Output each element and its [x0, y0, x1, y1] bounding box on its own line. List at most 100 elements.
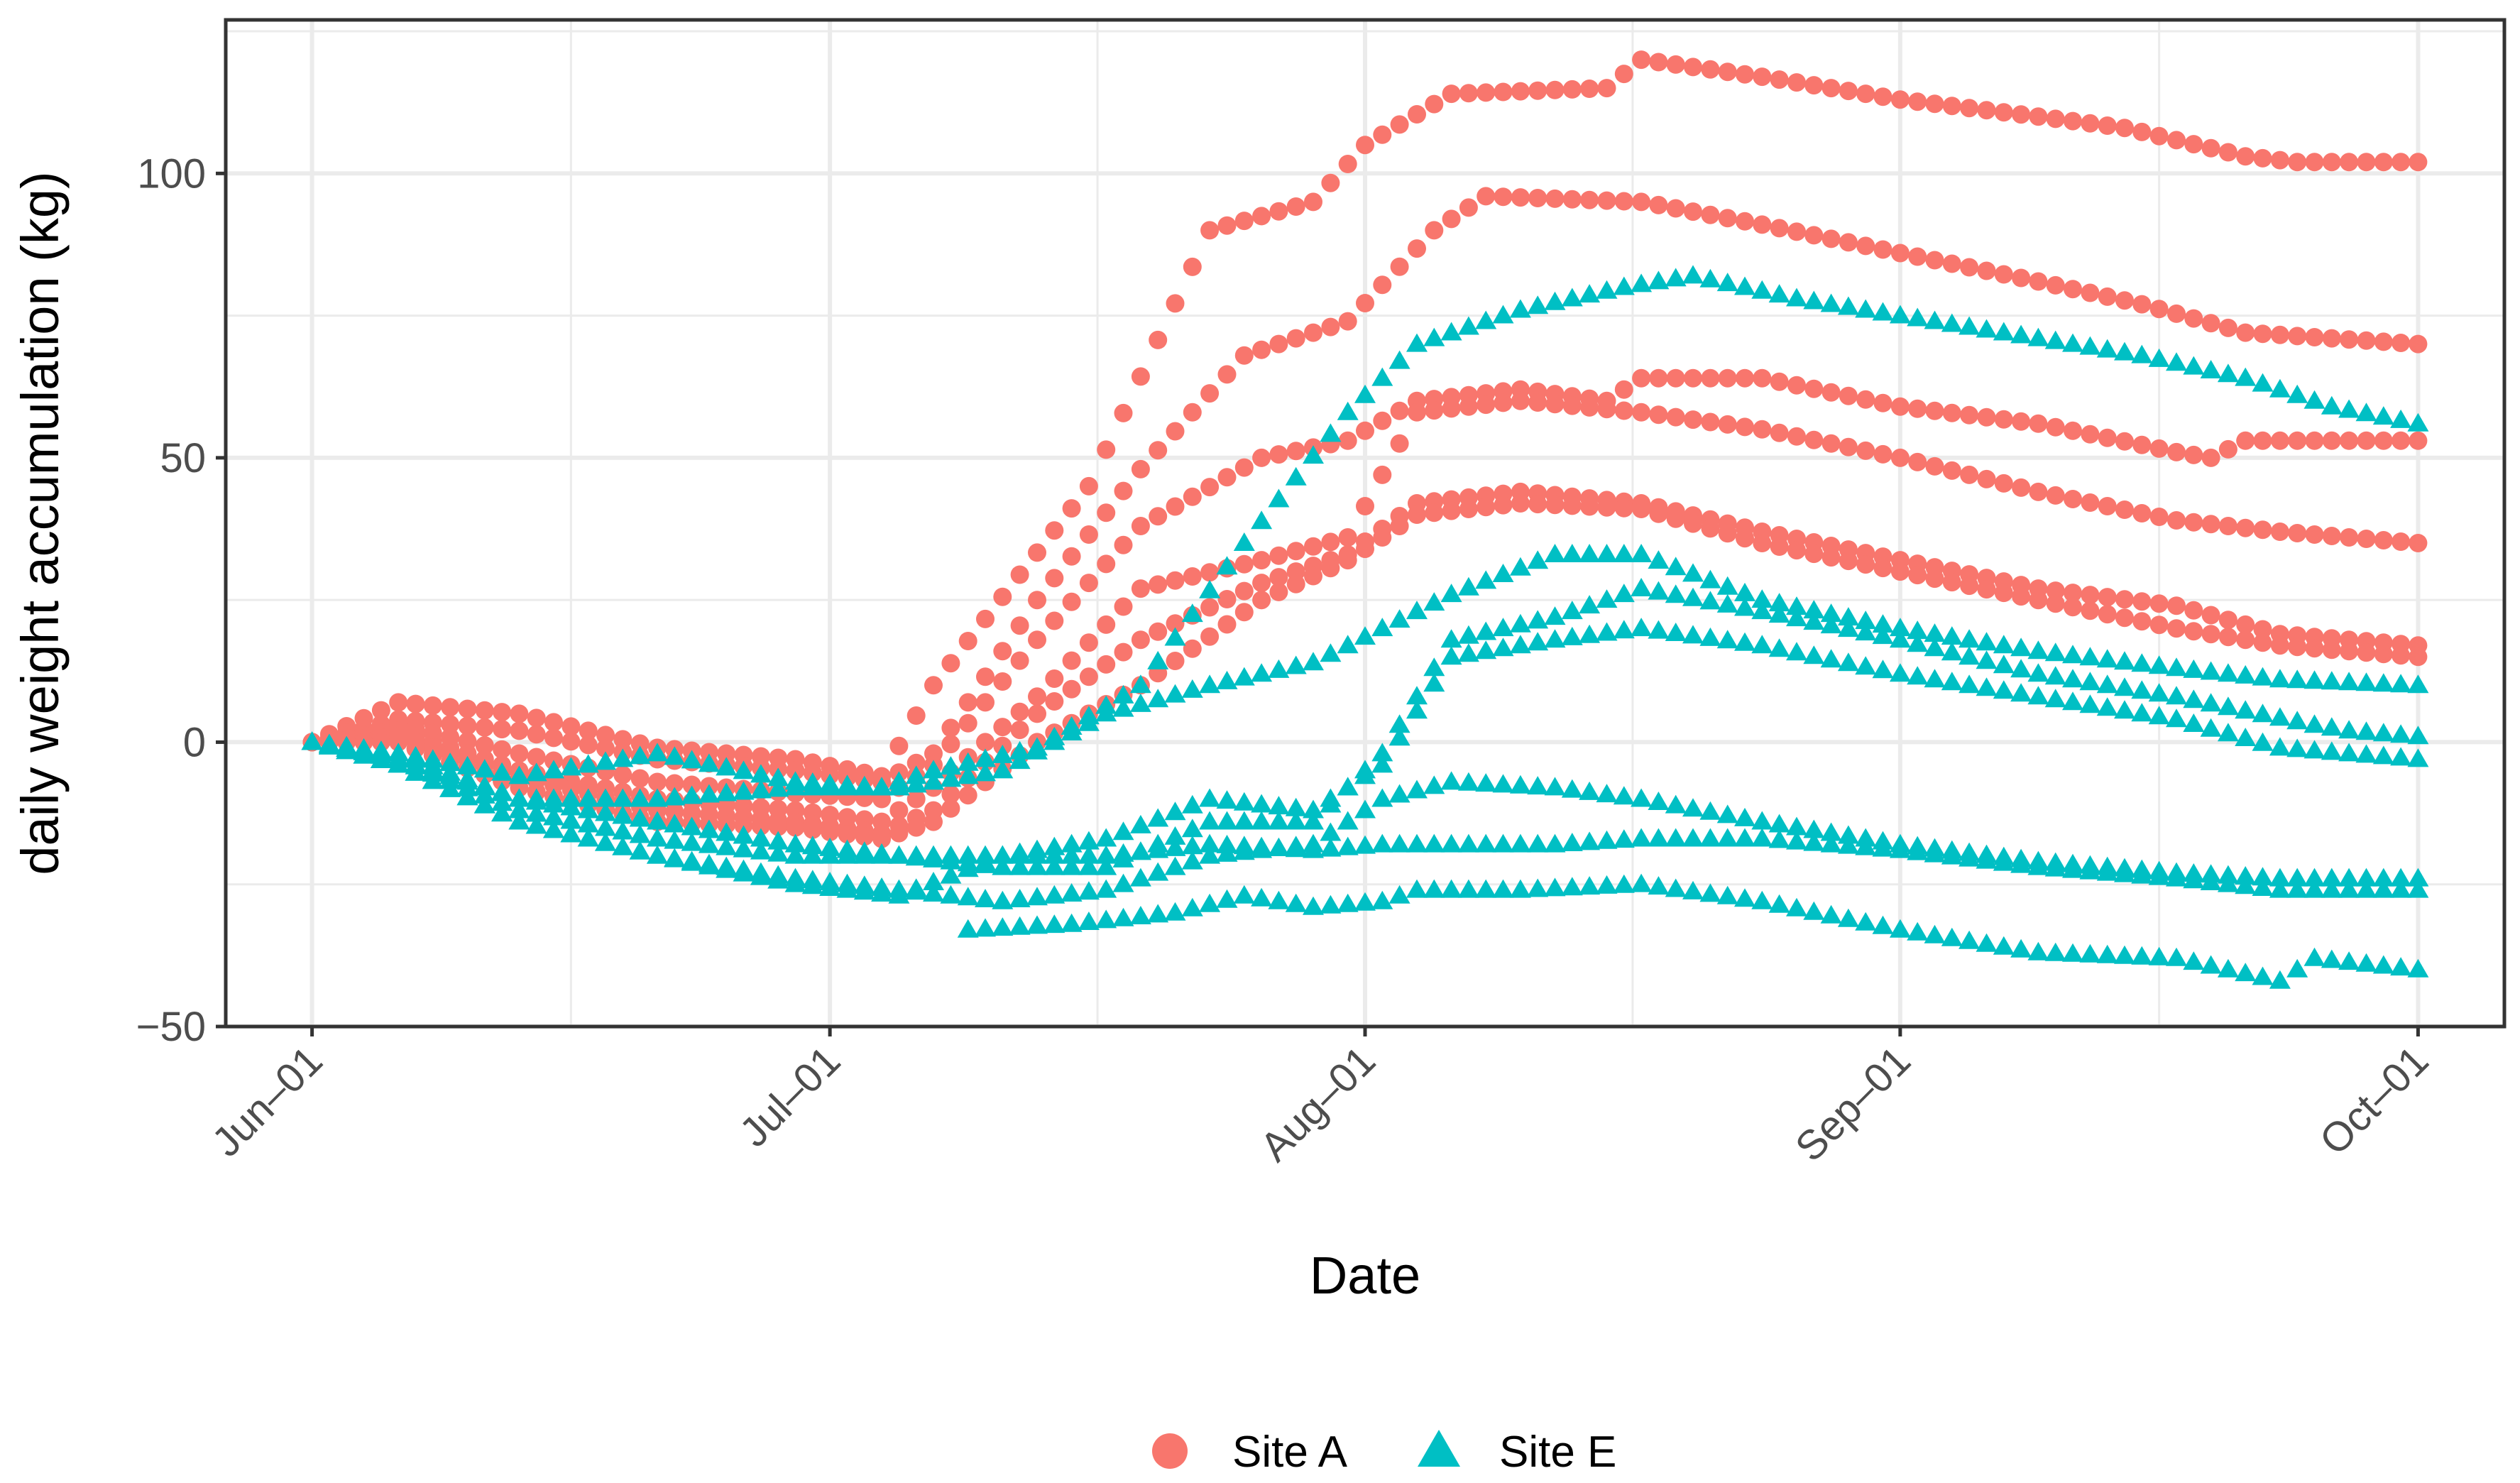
site-e-point: [1907, 666, 1929, 685]
site-e-point: [1855, 656, 1877, 675]
site-e-point: [595, 817, 616, 836]
site-e-point: [1820, 833, 1842, 853]
site-a-point: [510, 721, 529, 740]
site-e-point: [888, 777, 910, 796]
site-e-point: [1406, 879, 1428, 898]
site-a-point: [1839, 386, 1858, 405]
site-a-point: [389, 733, 408, 752]
site-a-point: [2374, 153, 2393, 172]
site-a-point: [1045, 692, 1064, 711]
site-a-point: [2201, 606, 2220, 625]
site-e-point: [1544, 629, 1566, 648]
site-a-point: [371, 701, 390, 720]
site-e-point: [1631, 828, 1653, 847]
site-a-point: [1286, 442, 1305, 461]
site-e-point: [439, 778, 461, 797]
site-e-point: [1371, 743, 1393, 762]
site-e-point: [1768, 814, 1790, 833]
site-a-point: [1477, 83, 1496, 102]
site-e-point: [2096, 339, 2118, 358]
site-a-point: [2064, 584, 2082, 603]
site-e-point: [1337, 401, 1359, 420]
site-a-point: [1200, 478, 1220, 497]
site-a-point: [1010, 565, 1029, 584]
site-e-point: [595, 802, 616, 821]
site-e-point: [1889, 919, 1911, 938]
site-a-point: [1269, 334, 1288, 354]
site-e-point: [1026, 887, 1048, 906]
site-a-point: [1079, 525, 1098, 544]
site-a-point: [1925, 94, 1944, 114]
x-tick-label: Jun–01: [203, 1037, 332, 1166]
site-e-point: [2372, 723, 2394, 742]
site-a-point: [1856, 390, 1875, 409]
site-a-point: [1511, 188, 1530, 207]
site-a-point: [2149, 594, 2169, 613]
site-e-point: [2407, 748, 2429, 767]
site-e-point: [1492, 833, 1514, 853]
site-e-point: [612, 748, 634, 767]
site-a-point: [1856, 441, 1875, 460]
site-a-point: [1701, 519, 1720, 538]
site-e-point: [1475, 310, 1497, 329]
site-e-point: [2148, 866, 2170, 885]
site-a-point: [1614, 498, 1633, 518]
site-e-point: [1164, 684, 1186, 703]
site-a-point: [1252, 551, 1271, 570]
site-a-point: [924, 676, 943, 695]
site-e-point: [1596, 589, 1618, 608]
site-e-point: [1095, 856, 1117, 875]
site-e-point: [1095, 879, 1117, 898]
site-e-point: [1924, 924, 1946, 943]
site-a-point: [1977, 407, 1996, 427]
site-a-point: [1718, 415, 1737, 434]
site-a-point: [544, 728, 563, 748]
site-a-point: [596, 739, 615, 758]
site-e-point: [664, 787, 686, 806]
site-e-point: [1579, 284, 1601, 303]
site-a-point: [2029, 591, 2048, 610]
site-e-point: [1095, 703, 1117, 722]
site-e-point: [2321, 868, 2343, 887]
site-e-point: [1768, 638, 1790, 657]
site-e-point: [733, 760, 755, 779]
site-e-point: [1786, 897, 1807, 916]
site-e-point: [2096, 674, 2118, 694]
site-a-point: [2409, 153, 2428, 172]
site-e-point: [1043, 914, 1065, 934]
site-e-point: [2131, 344, 2153, 363]
site-e-point: [1268, 659, 1290, 678]
site-e-point: [560, 757, 582, 776]
site-e-point: [2303, 879, 2325, 898]
site-e-point: [2269, 669, 2291, 688]
site-e-point: [1716, 630, 1738, 649]
site-a-point: [2167, 131, 2186, 150]
site-e-point: [2114, 700, 2135, 719]
site-a-point: [976, 609, 995, 628]
site-e-point: [1613, 584, 1635, 603]
site-a-point: [1511, 494, 1530, 513]
site-e-point: [681, 785, 703, 804]
site-e-point: [1872, 660, 1894, 679]
site-e-point: [2027, 327, 2049, 346]
site-e-point: [612, 821, 634, 840]
site-a-point: [389, 693, 408, 712]
site-e-point: [2235, 728, 2257, 746]
site-a-point: [2392, 532, 2411, 551]
site-e-point: [1544, 291, 1566, 310]
site-a-point: [1511, 391, 1530, 410]
site-a-point: [2012, 268, 2031, 288]
site-e-point: [1078, 831, 1100, 850]
site-e-point: [525, 815, 547, 834]
site-e-point: [681, 852, 703, 871]
site-a-point: [2115, 500, 2134, 519]
site-a-point: [561, 717, 581, 736]
site-e-point: [2355, 744, 2377, 763]
site-e-point: [1579, 595, 1601, 614]
site-e-point: [1216, 811, 1238, 830]
site-a-point: [1234, 581, 1254, 601]
site-e-point: [1941, 672, 1963, 691]
site-a-point: [1200, 221, 1220, 240]
site-a-point: [2409, 647, 2428, 667]
site-e-point: [1026, 740, 1048, 760]
